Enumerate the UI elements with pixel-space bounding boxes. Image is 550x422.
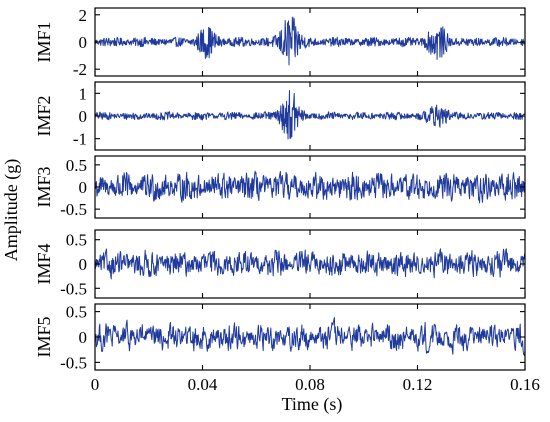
panel-imf5: 0.5 0 -0.5 IMF5	[34, 303, 525, 373]
x-axis-ticks: 0 0.04 0.08 0.12 0.16	[91, 375, 540, 394]
panel-imf2: 1 0 -1 IMF2	[34, 82, 525, 150]
imf-panels: 2 0 -2 IMF1 1 0 -1 IMF2 0.5 0 -0.5 IMF3 0.5 0 -0.5 IMF4…	[34, 6, 525, 373]
panel-label-imf2: IMF2	[34, 95, 54, 136]
y-tick-label: 1	[79, 84, 88, 103]
panel-imf1: 2 0 -2 IMF1	[34, 6, 525, 79]
y-tick-label: -0.5	[60, 200, 87, 219]
y-tick-label: -2	[73, 60, 87, 79]
x-tick-label: 0	[91, 375, 100, 394]
panel-frame	[95, 156, 525, 218]
series-line-imf3	[95, 171, 525, 203]
y-tick-label: -0.5	[60, 353, 87, 372]
panel-imf4: 0.5 0 -0.5 IMF4	[34, 230, 525, 298]
y-axis-label: Amplitude (g)	[1, 159, 22, 261]
series-line-imf2	[95, 91, 525, 139]
x-tick-label: 0.08	[295, 375, 325, 394]
panel-label-imf1: IMF1	[34, 21, 54, 62]
y-tick-label: 0.5	[66, 231, 87, 250]
y-tick-label: 0.5	[66, 303, 87, 322]
y-tick-label: -0.5	[60, 279, 87, 298]
series-line-imf1	[95, 17, 525, 65]
panel-imf3: 0.5 0 -0.5 IMF3	[34, 156, 525, 219]
x-tick-label: 0.12	[403, 375, 433, 394]
series-line-imf4	[95, 249, 525, 279]
y-tick-label: -1	[73, 130, 87, 149]
panel-label-imf5: IMF5	[34, 316, 54, 357]
y-tick-label: 0	[79, 328, 88, 347]
x-tick-label: 0.04	[188, 375, 218, 394]
y-tick-label: 0	[79, 255, 88, 274]
panel-label-imf4: IMF4	[34, 243, 54, 284]
y-tick-label: 0	[79, 178, 88, 197]
x-axis-label: Time (s)	[282, 394, 343, 415]
y-tick-label: 0	[79, 33, 88, 52]
x-tick-label: 0.16	[510, 375, 540, 394]
y-tick-label: 0.5	[66, 156, 87, 175]
panel-label-imf3: IMF3	[34, 166, 54, 207]
y-tick-label: 2	[79, 6, 88, 25]
series-line-imf5	[95, 318, 525, 356]
y-tick-label: 0	[79, 107, 88, 126]
